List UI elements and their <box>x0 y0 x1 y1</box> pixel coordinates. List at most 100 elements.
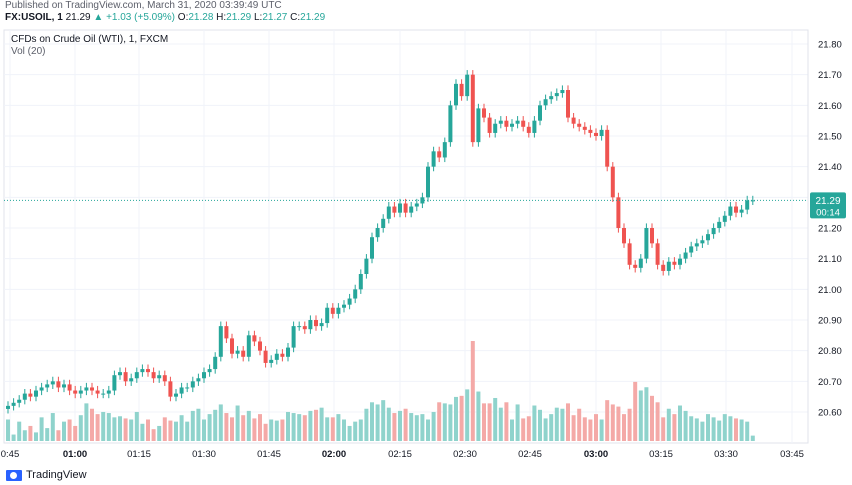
volume-bar <box>353 421 358 441</box>
candle-body <box>582 126 587 130</box>
volume-bar <box>375 404 380 441</box>
volume-bar <box>566 403 570 441</box>
tradingview-logo[interactable]: TradingView <box>6 469 87 481</box>
volume-bar <box>50 413 55 441</box>
candle-body <box>252 335 257 342</box>
volume-bar <box>207 414 212 441</box>
candle-body <box>437 151 442 158</box>
volume-bar <box>129 419 134 441</box>
candle-body <box>308 320 313 330</box>
candle-body <box>28 393 33 397</box>
candle-body <box>409 206 414 213</box>
open-value: 21.28 <box>188 12 214 23</box>
x-tick-label: 03:30 <box>714 449 738 460</box>
candle-body <box>554 93 559 97</box>
candle-body <box>381 218 386 228</box>
y-tick-label: 21.10 <box>818 254 842 265</box>
volume-bar <box>678 405 682 441</box>
ohlc-line: FX:USOIL, 1 21.29 ▲ +1.03 (+5.09%) O:21.… <box>5 12 325 23</box>
candle-body <box>129 378 134 382</box>
high-value: 21.29 <box>226 12 252 23</box>
candle-body <box>722 215 727 222</box>
volume-bar <box>700 421 705 441</box>
candle-body <box>398 203 402 213</box>
candle-body <box>717 221 722 228</box>
candle-body <box>750 200 755 202</box>
volume-bar <box>269 419 274 441</box>
candle-body <box>476 108 481 143</box>
volume-bar <box>174 421 178 441</box>
x-tick-label: 01:45 <box>257 449 281 460</box>
volume-bar <box>666 408 671 441</box>
legend-title[interactable]: CFDs on Crude Oil (WTI), 1, FXCM <box>11 34 169 45</box>
volume-bar <box>386 407 391 441</box>
volume-bar <box>342 419 346 441</box>
volume-bar <box>543 418 548 441</box>
candle-body <box>56 381 61 388</box>
volume-bar <box>286 411 290 441</box>
volume-bar <box>414 415 419 441</box>
candle-body <box>498 120 503 124</box>
candle-body <box>515 120 520 124</box>
candle-body <box>448 105 453 143</box>
volume-legend[interactable]: Vol (20) <box>11 46 46 57</box>
volume-bar <box>442 403 447 441</box>
candle-body <box>650 228 654 244</box>
volume-bar <box>112 417 117 441</box>
volume-bar <box>459 395 464 441</box>
candle-body <box>286 347 290 357</box>
volume-bar <box>706 414 710 441</box>
candle-body <box>616 197 621 228</box>
last-price: 21.29 <box>65 12 91 23</box>
candle-body <box>734 206 738 213</box>
volume-bar <box>179 415 184 441</box>
volume-bar <box>101 411 106 441</box>
volume-bar <box>185 421 190 441</box>
candle-body <box>50 381 55 385</box>
candle-body <box>291 326 296 348</box>
volume-bar <box>734 418 738 441</box>
candle-body <box>235 350 240 354</box>
candle-body <box>700 240 705 244</box>
volume-bar <box>650 395 654 441</box>
candle-body <box>426 166 430 198</box>
volume-bar <box>448 404 453 441</box>
candle-body <box>162 375 167 382</box>
volume-bar <box>230 417 234 441</box>
x-tick-label: 02:45 <box>518 449 542 460</box>
candle-body <box>560 90 565 94</box>
x-tick-label: 01:00 <box>63 449 87 460</box>
candle-body <box>342 304 346 308</box>
candle-body <box>538 105 542 121</box>
symbol-label[interactable]: FX:USOIL, 1 <box>5 12 63 23</box>
volume-bar <box>235 405 240 441</box>
candle-body <box>207 369 212 373</box>
candle-body <box>319 323 324 327</box>
footer: TradingView <box>0 465 852 485</box>
candle-body <box>694 243 699 247</box>
volume-bar <box>470 341 475 441</box>
volume-bar <box>168 420 173 441</box>
volume-bar <box>431 411 436 441</box>
candle-body <box>666 261 671 271</box>
volume-bar <box>717 420 722 441</box>
y-tick-label: 20.80 <box>818 346 842 357</box>
candle-body <box>510 123 514 127</box>
volume-bar <box>280 419 285 441</box>
candle-body <box>627 243 632 265</box>
volume-bar <box>594 414 598 441</box>
volume-bar <box>319 407 324 441</box>
volume-bar <box>526 416 531 441</box>
x-tick-label: 0:45 <box>1 449 20 460</box>
candle-body <box>370 237 374 259</box>
candle-body <box>151 372 156 379</box>
volume-bar <box>521 418 526 441</box>
volume-bar <box>750 435 755 441</box>
candle-body <box>392 206 397 213</box>
candle-body <box>571 117 576 124</box>
volume-bar <box>241 415 246 441</box>
candle-body <box>594 132 598 136</box>
volume-bar <box>420 414 425 441</box>
volume-bar <box>622 414 626 441</box>
